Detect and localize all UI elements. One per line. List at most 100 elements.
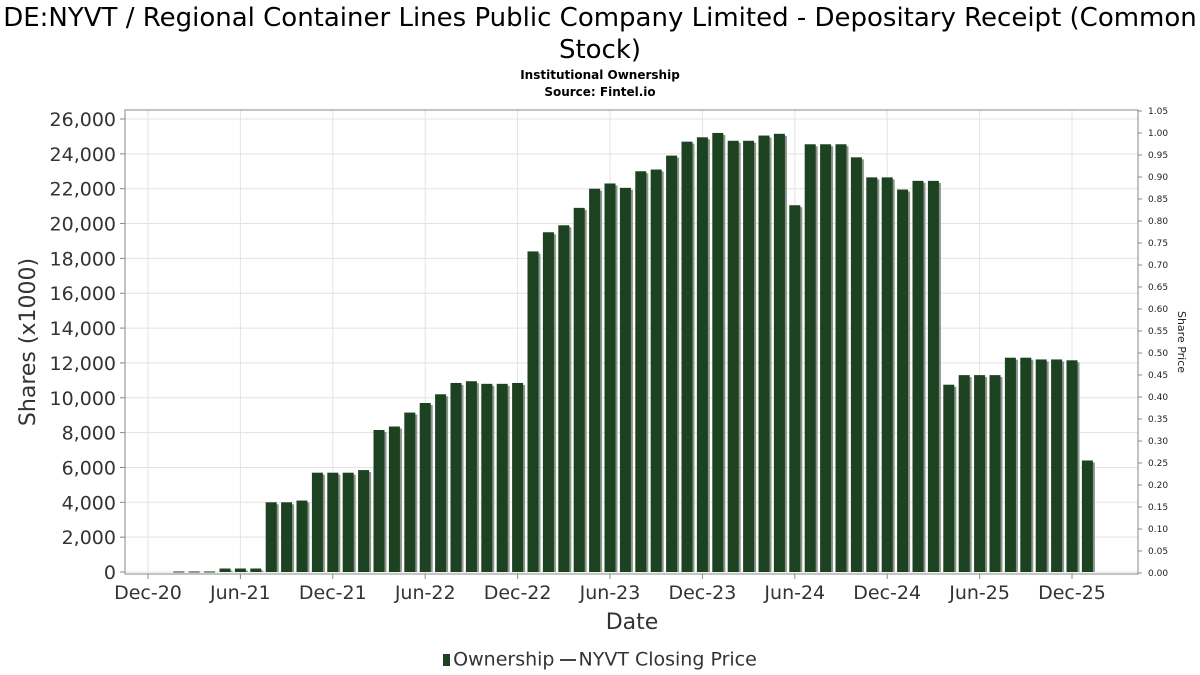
x-axis-ticks: Dec-20 Jun-21 Dec-21 Jun-22 Dec-22 Jun-23 Dec-… [114, 574, 1106, 604]
y-axis-ticks: 0 2,000 4,000 6,000 8,000 10,000 12,000 14,000 1… [50, 109, 125, 584]
bar [850, 157, 862, 573]
y2-axis-ticks: 0.00 0.05 0.10 0.15 0.20 0.25 0.30 0.35 0.40 0.45… [1138, 107, 1168, 579]
x-tick-label: Jun-24 [763, 582, 825, 604]
bar [234, 568, 246, 572]
y-axis-title: Shares (x1000) [16, 258, 41, 426]
y2-tick-label: 0.90 [1148, 173, 1168, 183]
bar [219, 568, 231, 572]
chart-title: DE:NYVT / Regional Container Lines Publi… [3, 3, 1197, 65]
bar [527, 251, 539, 572]
bar [681, 141, 693, 572]
bar [512, 382, 524, 572]
x-tick-label: Jun-23 [579, 582, 641, 604]
bar [1081, 460, 1093, 572]
x-axis-title: Date [606, 610, 659, 635]
bar [1066, 360, 1078, 572]
bar [342, 472, 354, 572]
legend-label-ownership: Ownership [453, 648, 555, 671]
y2-tick-label: 0.75 [1148, 239, 1168, 249]
bar [743, 140, 755, 572]
y2-tick-label: 0.20 [1148, 481, 1168, 491]
bar [866, 177, 878, 572]
bar [327, 472, 339, 572]
bar [358, 470, 370, 572]
y-tick-label: 14,000 [50, 318, 116, 340]
bar [1035, 359, 1047, 572]
y-tick-label: 26,000 [50, 109, 116, 131]
bar [1051, 359, 1063, 572]
y2-tick-label: 0.80 [1148, 217, 1168, 227]
bar [204, 571, 216, 573]
bar [311, 472, 323, 572]
bar [881, 177, 893, 572]
bar [958, 375, 970, 572]
bar [373, 430, 385, 572]
y-tick-label: 16,000 [50, 283, 116, 305]
y2-tick-label: 0.35 [1148, 415, 1168, 425]
y2-tick-label: 0.70 [1148, 261, 1168, 271]
bar [281, 502, 293, 572]
bar [727, 140, 739, 572]
bar [943, 384, 955, 572]
y-tick-label: 22,000 [50, 179, 116, 201]
legend-swatch-closing-price [559, 658, 576, 661]
bar [897, 189, 909, 572]
bar [481, 383, 493, 572]
y-tick-label: 8,000 [62, 423, 116, 445]
bar [419, 402, 431, 572]
bar [912, 180, 924, 572]
bar [666, 155, 678, 573]
bar [820, 144, 832, 572]
bar [465, 381, 477, 572]
y2-tick-label: 0.25 [1148, 459, 1168, 469]
x-tick-label: Dec-21 [299, 582, 367, 604]
y2-tick-label: 0.55 [1148, 327, 1168, 337]
bar [712, 132, 724, 572]
bar [927, 180, 939, 572]
bar [250, 568, 262, 572]
y2-axis-title: Share Price [1175, 311, 1188, 373]
y-tick-label: 0 [104, 562, 116, 584]
y2-tick-label: 0.10 [1148, 525, 1168, 535]
bar [650, 169, 662, 572]
x-tick-label: Dec-24 [853, 582, 921, 604]
y2-tick-label: 0.05 [1148, 547, 1168, 557]
y-tick-label: 24,000 [50, 144, 116, 166]
bar [173, 571, 185, 573]
bar [496, 383, 508, 572]
y-tick-label: 18,000 [50, 248, 116, 270]
y2-tick-label: 0.85 [1148, 195, 1168, 205]
y-tick-label: 10,000 [50, 388, 116, 410]
bar [635, 171, 647, 572]
bar [835, 144, 847, 572]
bar [558, 225, 570, 572]
x-tick-label: Dec-23 [668, 582, 736, 604]
bar [265, 502, 277, 572]
y2-tick-label: 1.00 [1148, 129, 1168, 139]
chart-subtitle-ownership: Institutional Ownership [520, 68, 680, 82]
legend-label-closing-price: NYVT Closing Price [578, 648, 757, 671]
y2-tick-label: 0.15 [1148, 503, 1168, 513]
bar [296, 500, 308, 572]
y2-tick-label: 0.65 [1148, 283, 1168, 293]
bar [974, 375, 986, 572]
chart-subtitle-source: Source: Fintel.io [544, 85, 656, 99]
x-tick-label: Dec-25 [1038, 582, 1106, 604]
bar [604, 183, 616, 572]
bar [696, 137, 708, 572]
y2-tick-label: 0.30 [1148, 437, 1168, 447]
bar [789, 205, 801, 572]
bar [435, 394, 447, 572]
bar [404, 412, 416, 572]
bar [450, 382, 462, 572]
y-tick-label: 20,000 [50, 214, 116, 236]
bar [1004, 357, 1016, 572]
y2-tick-label: 0.60 [1148, 305, 1168, 315]
y2-tick-label: 0.40 [1148, 393, 1168, 403]
x-tick-label: Jun-25 [948, 582, 1010, 604]
plot-frame [124, 109, 1139, 575]
bar [989, 375, 1001, 572]
y2-tick-label: 0.50 [1148, 349, 1168, 359]
bar [589, 188, 601, 572]
